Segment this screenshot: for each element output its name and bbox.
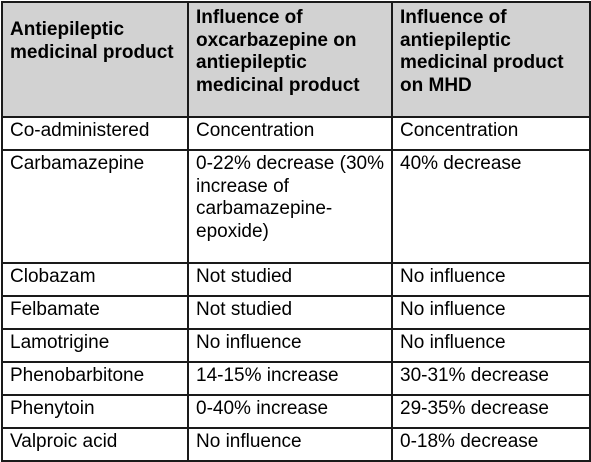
product-cell: Valproic acid	[1, 427, 189, 462]
product-cell: Phenytoin	[1, 394, 189, 429]
product-cell: Carbamazepine	[1, 149, 189, 264]
mhd-effect-cell: 29-35% decrease	[391, 394, 591, 429]
mhd-effect-cell: No influence	[391, 295, 591, 330]
subheader-cell: Co-administered	[1, 116, 189, 151]
mhd-effect-cell: 40% decrease	[391, 149, 591, 264]
header-influence-on-mhd: Influence of antiepileptic medicinal pro…	[391, 1, 591, 118]
oxcarbazepine-effect-cell: 0-22% decrease (30% increase of carbamaz…	[187, 149, 393, 264]
oxcarbazepine-effect-cell: No influence	[187, 328, 393, 363]
table-row: Felbamate Not studied No influence	[1, 295, 591, 330]
product-cell: Felbamate	[1, 295, 189, 330]
product-cell: Phenobarbitone	[1, 361, 189, 396]
oxcarbazepine-effect-cell: No influence	[187, 427, 393, 462]
subheader-cell: Concentration	[391, 116, 591, 151]
oxcarbazepine-effect-cell: Not studied	[187, 295, 393, 330]
subheader-cell: Concentration	[187, 116, 393, 151]
oxcarbazepine-effect-cell: 0-40% increase	[187, 394, 393, 429]
mhd-effect-cell: 0-18% decrease	[391, 427, 591, 462]
table-row: Phenobarbitone 14-15% increase 30-31% de…	[1, 361, 591, 396]
table-row: Carbamazepine 0-22% decrease (30% increa…	[1, 149, 591, 264]
subheader-row: Co-administered Concentration Concentrat…	[1, 116, 591, 151]
header-influence-of-oxcarbazepine: Influence of oxcarbazepine on antiepilep…	[187, 1, 393, 118]
oxcarbazepine-effect-cell: Not studied	[187, 262, 393, 297]
table-row: Lamotrigine No influence No influence	[1, 328, 591, 363]
mhd-effect-cell: No influence	[391, 328, 591, 363]
product-cell: Clobazam	[1, 262, 189, 297]
oxcarbazepine-effect-cell: 14-15% increase	[187, 361, 393, 396]
table-row: Phenytoin 0-40% increase 29-35% decrease	[1, 394, 591, 429]
product-cell: Lamotrigine	[1, 328, 189, 363]
table-row: Clobazam Not studied No influence	[1, 262, 591, 297]
mhd-effect-cell: No influence	[391, 262, 591, 297]
mhd-effect-cell: 30-31% decrease	[391, 361, 591, 396]
table-row: Valproic acid No influence 0-18% decreas…	[1, 427, 591, 462]
header-antiepileptic-product: Antiepileptic medicinal product	[1, 1, 189, 118]
header-row: Antiepileptic medicinal product Influenc…	[1, 1, 591, 118]
